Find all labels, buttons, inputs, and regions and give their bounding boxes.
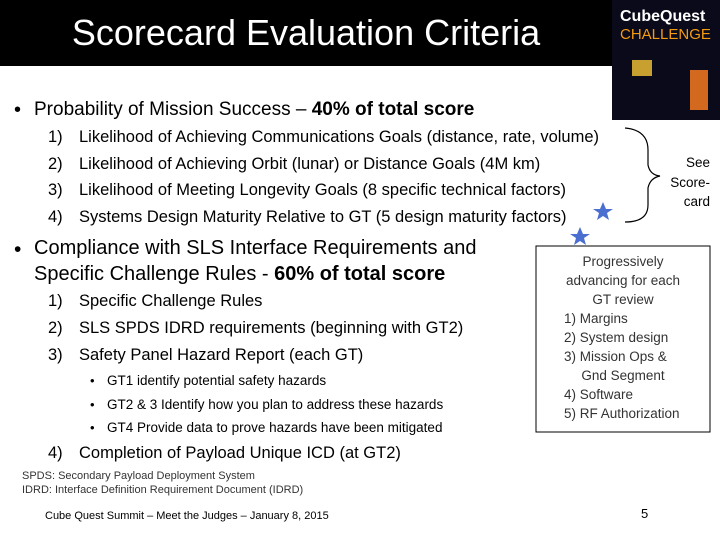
- item-text: Likelihood of Meeting Longevity Goals (8…: [79, 181, 566, 199]
- item-text: Likelihood of Achieving Communications G…: [79, 128, 600, 146]
- item-text: Systems Design Maturity Relative to GT (…: [79, 207, 567, 226]
- item-number: 2): [48, 154, 63, 173]
- callout-line: 4) Software: [564, 387, 634, 402]
- logo-line: CubeQuest: [620, 8, 706, 25]
- item-number: 4): [48, 207, 63, 226]
- star: [593, 202, 613, 220]
- sub-text: GT1 identify potential safety hazards: [107, 373, 327, 388]
- bullet-text: Compliance with SLS Interface Requiremen…: [34, 237, 477, 259]
- callout-line: See: [685, 155, 710, 170]
- star: [570, 227, 590, 245]
- bullet-text: Probability of Mission Success – 40% of …: [34, 99, 474, 121]
- item-text: Specific Challenge Rules: [79, 292, 263, 310]
- item-number: 1): [48, 128, 63, 146]
- callout-line: Progressively: [582, 254, 664, 269]
- bullet: •: [14, 99, 22, 121]
- callout-line: 3) Mission Ops &: [564, 349, 667, 364]
- callout-line: GT review: [592, 292, 654, 307]
- item-number: 4): [48, 444, 63, 462]
- text: Probability of Mission Success –: [34, 99, 312, 120]
- emphasis: 60% of total score: [274, 263, 446, 285]
- title-bar: [0, 0, 612, 66]
- sub-text: GT2 & 3 Identify how you plan to address…: [107, 396, 444, 412]
- logo-art: [632, 60, 652, 76]
- callout-line: advancing for each: [565, 273, 681, 288]
- footer-text: Cube Quest Summit – Meet the Judges – Ja…: [45, 510, 329, 522]
- item-text: Likelihood of Achieving Orbit (lunar) or…: [79, 154, 541, 173]
- bullet-text: Specific Challenge Rules - 60% of total …: [34, 263, 445, 286]
- item-text: Completion of Payload Unique ICD (at GT2…: [79, 444, 401, 462]
- item-number: 1): [48, 292, 63, 310]
- title: Scorecard Evaluation Criteria: [71, 12, 541, 53]
- footnote: SPDS: Secondary Payload Deployment Syste…: [22, 470, 255, 482]
- callout-line: 2) System design: [564, 330, 669, 345]
- callout-line: card: [683, 194, 710, 209]
- sub-text: GT4 Provide data to prove hazards have b…: [107, 420, 443, 435]
- logo-line: CHALLENGE: [620, 26, 711, 43]
- callout-line: Score-: [670, 174, 710, 190]
- page-number: 5: [641, 506, 649, 521]
- item-number: 3): [48, 181, 63, 199]
- text: Specific Challenge Rules -: [34, 263, 275, 285]
- logo-art: [690, 70, 708, 110]
- sub-bullet: •: [90, 396, 95, 412]
- bullet: •: [14, 238, 22, 261]
- sub-bullet: •: [90, 373, 95, 388]
- footnote: IDRD: Interface Definition Requirement D…: [22, 484, 304, 496]
- logo: CubeQuest CHALLENGE: [612, 0, 720, 120]
- item-text: Safety Panel Hazard Report (each GT): [79, 346, 364, 364]
- item-number: 2): [48, 319, 63, 337]
- sub-bullet: •: [90, 420, 95, 435]
- emphasis: 40% of total score: [311, 99, 475, 120]
- callout-line: 5) RF Authorization: [564, 406, 680, 421]
- callout-line: Gnd Segment: [581, 368, 665, 383]
- item-text: SLS SPDS IDRD requirements (beginning wi…: [79, 319, 464, 337]
- callout-line: 1) Margins: [564, 311, 628, 326]
- item-number: 3): [48, 346, 63, 364]
